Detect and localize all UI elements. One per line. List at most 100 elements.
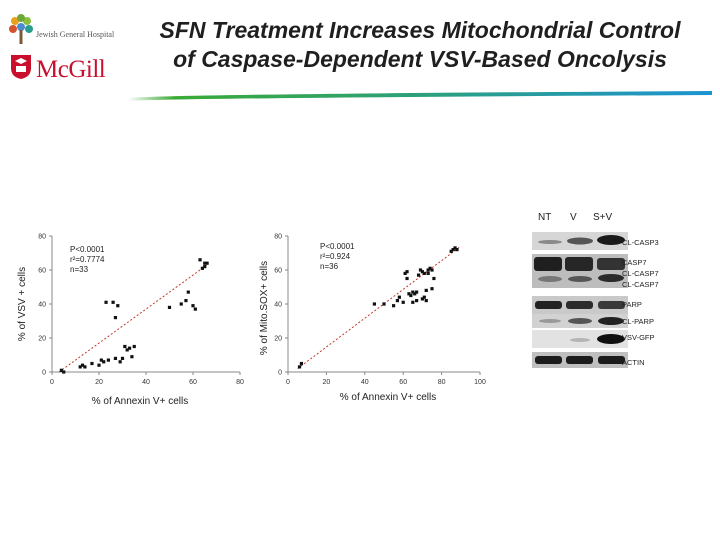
chart2-y-axis-label: % of Mito.SOX+ cells bbox=[259, 261, 270, 355]
chart2-data-point bbox=[426, 271, 430, 275]
jgh-tree-icon bbox=[9, 14, 33, 44]
chart2-data-point bbox=[395, 299, 400, 303]
chart2-data-point bbox=[420, 270, 424, 274]
band-label-cl-casp3: CL-CASP3 bbox=[622, 238, 659, 247]
chart2-data-point bbox=[424, 288, 428, 292]
chart1-data-point bbox=[191, 304, 195, 308]
chart2-data-point bbox=[299, 361, 304, 366]
chart2-x-tick-label: 20 bbox=[323, 379, 331, 386]
blot-casp7 bbox=[532, 254, 628, 288]
blot-vsv-gfp bbox=[532, 330, 628, 348]
chart1-y-tick-label: 0 bbox=[42, 370, 46, 377]
chart2-data-point bbox=[451, 248, 455, 252]
page-title: SFN Treatment Increases Mitochondrial Co… bbox=[130, 16, 710, 74]
blot-actin bbox=[532, 352, 628, 368]
chart2-data-point bbox=[411, 300, 415, 304]
chart1-x-tick-label: 0 bbox=[50, 379, 54, 386]
chart2-y-tick-label: 60 bbox=[274, 268, 282, 275]
chart2-regression-line bbox=[297, 245, 462, 370]
chart2-data-point bbox=[401, 300, 405, 304]
chart1-y-tick-label: 20 bbox=[38, 336, 46, 343]
chart2-data-point bbox=[426, 268, 430, 272]
lane-label-sv: S+V bbox=[593, 212, 613, 223]
blot-parp bbox=[532, 296, 628, 314]
chart2-data-point bbox=[415, 299, 419, 303]
chart1-regression-line bbox=[58, 264, 208, 373]
chart2-data-point bbox=[297, 365, 302, 369]
chart2-data-point bbox=[411, 290, 415, 294]
chart2-stat-annotation: r²=0.924 bbox=[320, 252, 351, 261]
band-label-cl-casp7-a: CL-CASP7 bbox=[622, 269, 659, 278]
chart2-data-point bbox=[449, 249, 453, 253]
chart2-data-point bbox=[422, 295, 426, 299]
chart1-x-tick-label: 20 bbox=[95, 379, 103, 386]
chart2-data-point bbox=[397, 295, 401, 299]
chart2-x-tick-label: 40 bbox=[361, 379, 369, 386]
chart1-data-point bbox=[106, 358, 110, 362]
chart2-y-tick-label: 20 bbox=[274, 336, 282, 343]
chart1-stat-annotation: n=33 bbox=[70, 265, 89, 274]
chart1-x-axis-label: % of Annexin V+ cells bbox=[92, 396, 188, 407]
band-label-actin: ACTIN bbox=[622, 358, 645, 367]
lane-label-nt: NT bbox=[538, 212, 552, 223]
chart2-x-tick-label: 100 bbox=[474, 379, 486, 386]
title-divider-bar bbox=[128, 91, 712, 101]
chart1-data-point bbox=[118, 360, 122, 364]
chart1-data-point bbox=[125, 348, 129, 352]
jgh-name: Jewish General Hospital bbox=[36, 30, 115, 39]
chart1-data-point bbox=[78, 365, 82, 369]
chart1-y-tick-label: 40 bbox=[38, 302, 46, 309]
chart1-data-point bbox=[123, 344, 127, 349]
chart2-data-point bbox=[392, 304, 396, 308]
chart2-data-point bbox=[420, 297, 424, 301]
chart1-data-point bbox=[203, 265, 207, 269]
blot-cl-parp bbox=[532, 314, 628, 328]
chart2-data-point bbox=[413, 292, 417, 296]
mcgill-crest-icon bbox=[11, 55, 31, 79]
chart1-data-point bbox=[116, 304, 120, 308]
chart1-data-point bbox=[132, 344, 136, 349]
chart2-x-tick-label: 0 bbox=[286, 379, 290, 386]
chart1-x-tick-label: 60 bbox=[189, 379, 197, 386]
chart1-data-point bbox=[113, 316, 118, 320]
lane-label-v: V bbox=[570, 212, 577, 223]
chart1-data-point bbox=[205, 261, 209, 265]
chart1-data-point bbox=[62, 370, 66, 374]
chart1-data-point bbox=[90, 361, 94, 366]
mcgill-name: McGill bbox=[36, 56, 106, 83]
chart1-data-point bbox=[198, 258, 202, 262]
chart1-x-tick-label: 80 bbox=[236, 379, 244, 386]
band-label-cl-parp: CL-PARP bbox=[622, 317, 654, 326]
chart1-data-point bbox=[179, 302, 183, 306]
chart1-data-point bbox=[59, 368, 63, 372]
chart1-data-point bbox=[102, 360, 106, 364]
chart2-data-point bbox=[382, 302, 386, 306]
logo-area: Jewish General Hospital McGill bbox=[6, 8, 124, 86]
chart2-data-point bbox=[405, 270, 409, 274]
chart1-data-point bbox=[184, 299, 188, 303]
band-label-vsv-gfp: VSV-GFP bbox=[622, 333, 655, 342]
chart2-data-point bbox=[405, 276, 409, 281]
chart1-stat-annotation: P<0.0001 bbox=[70, 245, 105, 254]
chart1-data-point bbox=[99, 358, 103, 362]
chart1-y-axis-label: % of VSV + cells bbox=[17, 267, 28, 341]
chart2-data-point bbox=[418, 268, 423, 272]
chart1-data-point bbox=[104, 300, 108, 304]
chart2-data-point bbox=[430, 268, 434, 272]
chart2-data-point bbox=[407, 292, 411, 296]
chart1-data-point bbox=[83, 365, 87, 369]
chart1-data-point bbox=[120, 356, 125, 360]
chart1-data-point bbox=[127, 346, 132, 350]
chart2-x-tick-label: 80 bbox=[438, 379, 446, 386]
chart2-data-point bbox=[424, 299, 428, 303]
chart2-data-point bbox=[422, 271, 426, 275]
band-label-casp7: CASP7 bbox=[622, 258, 647, 267]
chart2-stat-annotation: P<0.0001 bbox=[320, 242, 355, 251]
chart1-stat-annotation: r²=0.7774 bbox=[70, 255, 105, 264]
blot-cl-casp3 bbox=[532, 232, 628, 250]
chart2-data-point bbox=[432, 276, 436, 281]
chart1-data-point bbox=[167, 305, 172, 309]
chart2-stat-annotation: n=36 bbox=[320, 262, 339, 271]
chart1-x-tick-label: 40 bbox=[142, 379, 150, 386]
